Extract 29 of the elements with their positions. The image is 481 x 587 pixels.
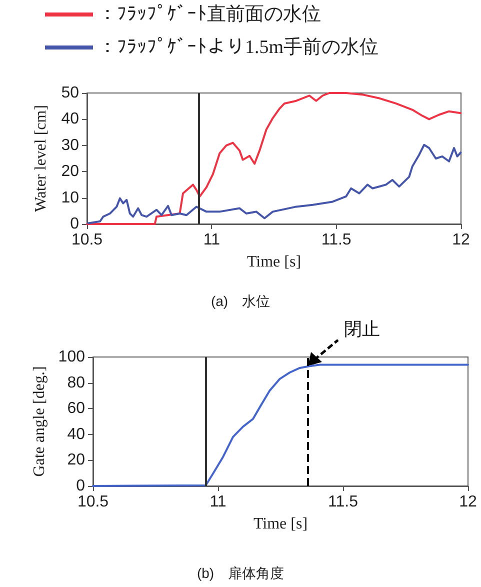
y-tick-label: 0 [76,478,86,494]
x-tick-label: 12 [459,494,477,510]
y-tick-label: 40 [67,426,86,443]
y-axis-title: Water level [cm] [32,104,50,212]
y-tick-label: 20 [67,452,86,469]
x-tick-label: 11.5 [321,232,352,248]
x-axis-title: Time [s] [253,516,308,532]
y-tick-label: 50 [61,84,80,102]
y-tick-label: 40 [61,110,80,128]
y-tick-label: 0 [70,216,80,232]
x-tick-label: 11.5 [328,494,358,510]
y-tick-label: 100 [58,348,86,366]
text: (b) 扉体角度 [196,565,284,581]
x-tick-label: 11 [210,494,226,510]
x-axis-title: Time [s] [246,254,302,270]
y-tick-label: 10 [61,189,80,206]
legend-label: ：ﾌﾗｯﾌﾟｹﾞｰﾄ直前面の水位 [98,4,321,25]
x-tick-label: 10.5 [77,494,109,510]
y-axis-title: Gate angle [deg.] [30,366,48,477]
y-tick-label: 60 [67,400,86,418]
text: (a) 水位 [210,293,270,309]
x-tick-label: 12 [452,232,470,248]
annotation: 閉止 [344,319,380,340]
y-tick-label: 20 [61,163,80,180]
x-tick-label: 11 [203,232,220,248]
legend-label: ：ﾌﾗｯﾌﾟｹﾞｰﾄより1.5m手前の水位 [98,37,379,58]
y-tick-label: 80 [67,374,86,392]
x-tick-label: 10.5 [71,232,103,248]
y-tick-label: 30 [61,136,80,154]
